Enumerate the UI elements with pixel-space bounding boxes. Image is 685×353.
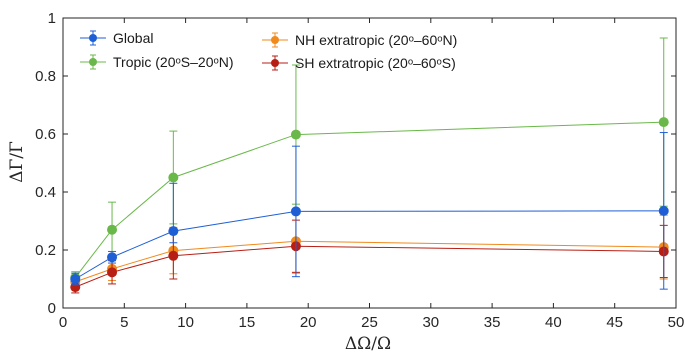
legend-swatch-marker-0 [89, 34, 97, 42]
y-tick-label-0: 0 [48, 300, 56, 317]
series-3-point-2 [168, 250, 179, 261]
series-2-point-3 [290, 129, 301, 140]
legend-label-2: NH extratropic (20ᵒ–60ᵒN) [295, 32, 457, 48]
legend-label-1: Tropic (20ᵒS–20ᵒN) [113, 54, 234, 70]
legend-swatch-marker-2 [271, 36, 279, 44]
y-tick-label-4: 0.8 [35, 68, 56, 85]
legend-item-3: SH extratropic (20ᵒ–60ᵒS) [262, 55, 456, 71]
series-2-point-2 [168, 172, 179, 183]
series-1 [70, 208, 669, 289]
series-0-point-1 [107, 252, 118, 263]
plot-area [70, 37, 669, 294]
x-tick-label-2: 10 [177, 314, 194, 331]
legend-label-0: Global [113, 30, 153, 46]
series-3 [70, 219, 669, 294]
x-tick-label-3: 15 [239, 314, 256, 331]
x-tick-label-4: 20 [300, 314, 317, 331]
series-0-point-0 [70, 274, 81, 284]
series-2 [70, 37, 669, 284]
x-tick-label-0: 0 [59, 314, 67, 331]
series-3-line [75, 245, 664, 288]
y-tick-label-2: 0.4 [35, 184, 56, 201]
series-3-point-1 [107, 267, 118, 278]
series-0-point-2 [168, 226, 179, 237]
legend-item-1: Tropic (20ᵒS–20ᵒN) [80, 54, 234, 70]
y-tick-label-1: 0.2 [35, 242, 56, 259]
series-0 [70, 132, 669, 290]
series-0-point-4 [658, 205, 669, 216]
series-2-point-4 [658, 117, 669, 128]
series-2-point-1 [107, 224, 118, 235]
x-tick-label-5: 25 [361, 314, 378, 331]
legend-swatch-marker-1 [89, 58, 97, 66]
x-tick-label-8: 40 [545, 314, 562, 331]
x-tick-label-10: 50 [668, 314, 685, 331]
y-tick-label-3: 0.6 [35, 126, 56, 143]
legend: Global Tropic (20ᵒS–20ᵒN) NH extratropic (… [80, 30, 457, 71]
x-axis-label: ΔΩ/Ω [345, 334, 391, 353]
axes: 0 5 10 15 20 25 30 35 40 45 50 0 0.2 0.4 0.6 0.8 1 [35, 10, 684, 331]
legend-swatch-marker-3 [271, 59, 279, 67]
y-tick-label-5: 1 [48, 10, 56, 27]
x-tick-label-9: 45 [606, 314, 623, 331]
series-2-line [74, 121, 664, 278]
x-tick-label-6: 30 [422, 314, 439, 331]
x-tick-label-7: 35 [484, 314, 501, 331]
legend-label-3: SH extratropic (20ᵒ–60ᵒS) [295, 55, 456, 71]
series-0-point-3 [290, 206, 301, 217]
legend-item-2: NH extratropic (20ᵒ–60ᵒN) [262, 32, 457, 48]
y-axis-label: ΔΓ/Γ [7, 141, 27, 183]
legend-item-0: Global [80, 30, 153, 46]
x-tick-label-1: 5 [120, 314, 128, 331]
series-0-line [75, 210, 664, 280]
